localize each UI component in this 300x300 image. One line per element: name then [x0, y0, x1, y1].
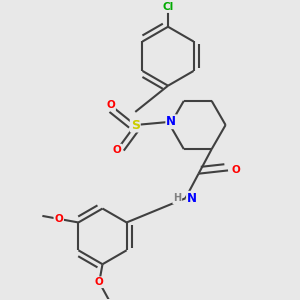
Text: O: O — [54, 214, 63, 224]
Text: N: N — [187, 192, 197, 205]
Text: N: N — [166, 115, 176, 128]
Text: O: O — [232, 165, 241, 176]
Text: O: O — [113, 145, 122, 154]
Text: Cl: Cl — [162, 2, 174, 12]
Text: S: S — [131, 118, 140, 131]
Text: O: O — [106, 100, 115, 110]
Text: H: H — [173, 193, 181, 203]
Text: O: O — [95, 277, 103, 287]
